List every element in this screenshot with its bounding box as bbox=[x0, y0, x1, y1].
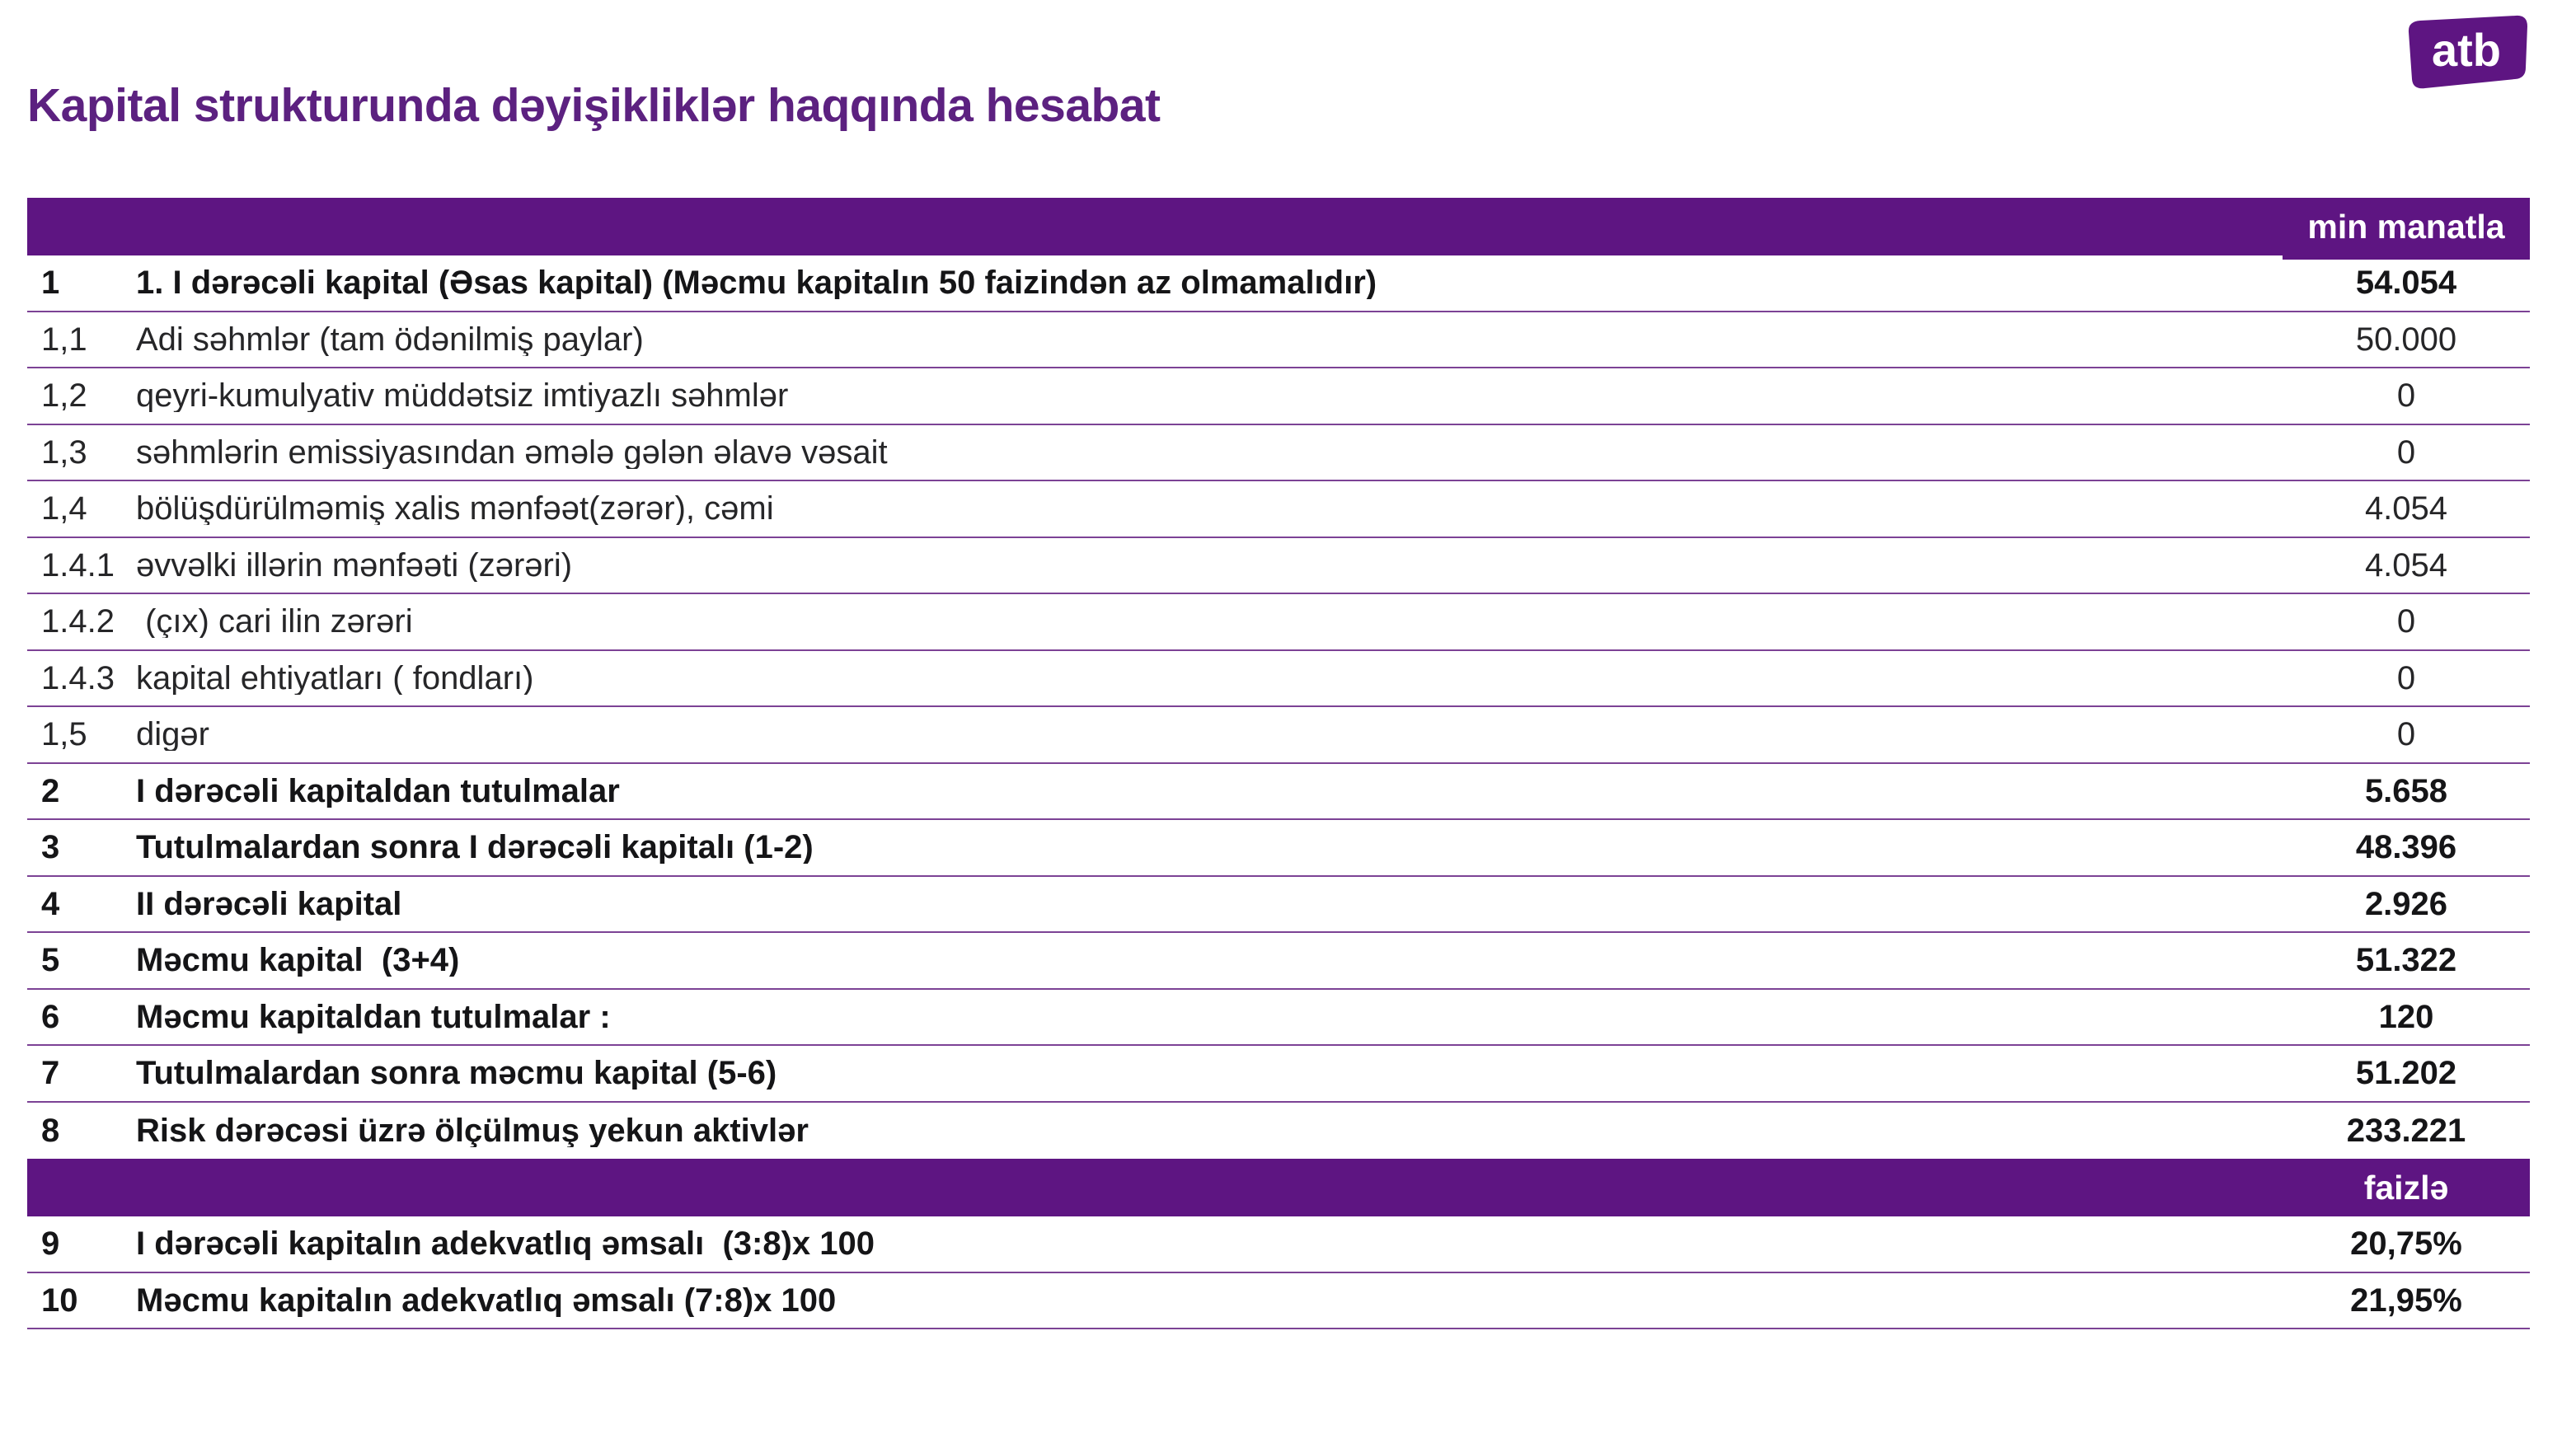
row-value: 20,75% bbox=[2350, 1225, 2462, 1263]
row-number: 1,5 bbox=[41, 716, 87, 753]
capital-structure-table: min manatla 1 1. I dərəcəli kapital (Əsa… bbox=[27, 198, 2530, 1329]
row-value: 0 bbox=[2396, 603, 2416, 640]
table-row: 6 Məcmu kapitaldan tutulmalar : 120 bbox=[27, 990, 2530, 1046]
row-number: 5 bbox=[41, 942, 60, 979]
table-rows-main: 1 1. I dərəcəli kapital (Əsas kapital) (… bbox=[27, 255, 2530, 1159]
row-label: I dərəcəli kapitaldan tutulmalar bbox=[136, 774, 620, 808]
row-number: 1,2 bbox=[41, 377, 87, 415]
table-rows-percent: 9 I dərəcəli kapitalın adekvatlıq əmsalı… bbox=[27, 1216, 2530, 1329]
row-value: 48.396 bbox=[2355, 829, 2457, 866]
atb-logo: atb bbox=[2395, 10, 2529, 92]
row-number: 1.4.1 bbox=[41, 546, 115, 583]
row-value: 51.202 bbox=[2355, 1055, 2457, 1092]
row-label: qeyri-kumulyativ müddətsiz imtiyazlı səh… bbox=[136, 379, 789, 413]
table-row: 3 Tutulmalardan sonra I dərəcəli kapital… bbox=[27, 820, 2530, 877]
row-label: Məcmu kapitaldan tutulmalar : bbox=[136, 1000, 611, 1033]
row-value: 0 bbox=[2396, 716, 2416, 753]
row-number: 1.4.3 bbox=[41, 659, 115, 696]
row-number: 3 bbox=[41, 829, 60, 866]
table-row: 9 I dərəcəli kapitalın adekvatlıq əmsalı… bbox=[27, 1216, 2530, 1273]
row-label: bölüşdürülməmiş xalis mənfəət(zərər), cə… bbox=[136, 492, 774, 526]
row-value: 51.322 bbox=[2355, 942, 2457, 979]
table-row: 8 Risk dərəcəsi üzrə ölçülmuş yekun akti… bbox=[27, 1103, 2530, 1160]
row-label: (çıx) cari ilin zərəri bbox=[136, 605, 413, 639]
row-label: Adi səhmlər (tam ödənilmiş paylar) bbox=[136, 322, 644, 356]
row-label: digər bbox=[136, 718, 209, 752]
row-number: 4 bbox=[41, 885, 60, 922]
row-label: Tutulmalardan sonra məcmu kapital (5-6) bbox=[136, 1057, 777, 1090]
row-label: kapital ehtiyatları ( fondları) bbox=[136, 661, 534, 695]
unit-header-faizle: faizlə bbox=[2363, 1168, 2449, 1207]
row-label: Məcmu kapitalın adekvatlıq əmsalı (7:8)x… bbox=[136, 1283, 837, 1317]
row-label: II dərəcəli kapital bbox=[136, 887, 402, 921]
row-value: 0 bbox=[2396, 377, 2416, 415]
row-number: 2 bbox=[41, 772, 60, 809]
atb-logo-shape: atb bbox=[2408, 15, 2527, 89]
row-value: 21,95% bbox=[2350, 1282, 2462, 1319]
table-row: 7 Tutulmalardan sonra məcmu kapital (5-6… bbox=[27, 1046, 2530, 1103]
row-value: 5.658 bbox=[2364, 772, 2448, 809]
row-label: 1. I dərəcəli kapital (Əsas kapital) (Mə… bbox=[136, 266, 1377, 300]
row-number: 8 bbox=[41, 1112, 60, 1149]
percent-header-band: faizlə bbox=[27, 1159, 2530, 1216]
table-row: 2 I dərəcəli kapitaldan tutulmalar 5.658 bbox=[27, 764, 2530, 820]
table-row: 1,2 qeyri-kumulyativ müddətsiz imtiyazlı… bbox=[27, 368, 2530, 425]
row-value: 120 bbox=[2378, 998, 2434, 1035]
row-value: 0 bbox=[2396, 433, 2416, 471]
row-label: Risk dərəcəsi üzrə ölçülmuş yekun aktivl… bbox=[136, 1113, 809, 1147]
row-number: 1 bbox=[41, 265, 60, 302]
table-row: 5 Məcmu kapital (3+4) 51.322 bbox=[27, 933, 2530, 990]
row-value: 50.000 bbox=[2355, 321, 2457, 358]
row-number: 9 bbox=[41, 1225, 60, 1263]
row-label: Tutulmalardan sonra I dərəcəli kapitalı … bbox=[136, 831, 814, 865]
row-number: 6 bbox=[41, 998, 60, 1035]
row-value: 54.054 bbox=[2355, 265, 2457, 302]
table-row: 1 1. I dərəcəli kapital (Əsas kapital) (… bbox=[27, 255, 2530, 312]
row-value: 2.926 bbox=[2364, 885, 2448, 922]
unit-header-min-manatla: min manatla bbox=[2307, 207, 2505, 246]
row-label: əvvəlki illərin mənfəəti (zərəri) bbox=[136, 548, 573, 582]
table-row: 1.4.3 kapital ehtiyatları ( fondları) 0 bbox=[27, 651, 2530, 707]
row-value: 4.054 bbox=[2364, 490, 2448, 527]
row-value: 233.221 bbox=[2346, 1112, 2466, 1149]
table-row: 1.4.1 əvvəlki illərin mənfəəti (zərəri) … bbox=[27, 538, 2530, 594]
table-header-band: min manatla bbox=[27, 198, 2530, 260]
table-row: 1,3 səhmlərin emissiyasından əmələ gələn… bbox=[27, 425, 2530, 481]
row-number: 1,1 bbox=[41, 321, 87, 358]
table-row: 1.4.2 (çıx) cari ilin zərəri 0 bbox=[27, 594, 2530, 651]
row-number: 1.4.2 bbox=[41, 603, 115, 640]
row-label: səhmlərin emissiyasından əmələ gələn əla… bbox=[136, 435, 888, 469]
table-row: 10 Məcmu kapitalın adekvatlıq əmsalı (7:… bbox=[27, 1273, 2530, 1329]
table-row: 4 II dərəcəli kapital 2.926 bbox=[27, 877, 2530, 933]
row-label: I dərəcəli kapitalın adekvatlıq əmsalı (… bbox=[136, 1227, 875, 1261]
table-row: 1,5 digər 0 bbox=[27, 707, 2530, 764]
row-number: 1,3 bbox=[41, 433, 87, 471]
row-value: 0 bbox=[2396, 659, 2416, 696]
table-row: 1,4 bölüşdürülməmiş xalis mənfəət(zərər)… bbox=[27, 481, 2530, 538]
row-label: Məcmu kapital (3+4) bbox=[136, 944, 460, 977]
row-number: 1,4 bbox=[41, 490, 87, 527]
page-title: Kapital strukturunda dəyişikliklər haqqı… bbox=[27, 79, 1161, 132]
row-number: 7 bbox=[41, 1055, 60, 1092]
atb-logo-text: atb bbox=[2432, 24, 2501, 76]
atb-logo-bubble bbox=[2408, 15, 2527, 89]
table-row: 1,1 Adi səhmlər (tam ödənilmiş paylar) 5… bbox=[27, 312, 2530, 368]
row-number: 10 bbox=[41, 1282, 78, 1319]
row-value: 4.054 bbox=[2364, 546, 2448, 583]
